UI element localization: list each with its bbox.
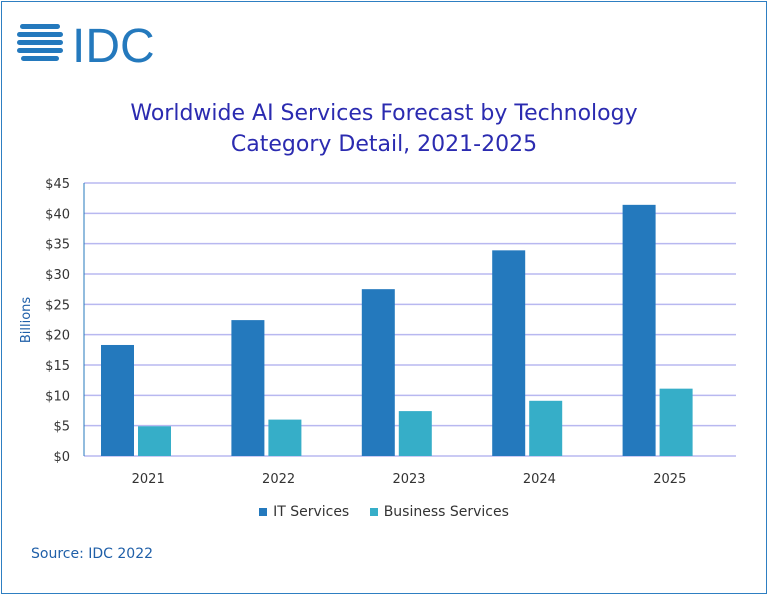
legend-item-it-services: IT Services bbox=[259, 504, 349, 520]
y-tick-label: $30 bbox=[45, 268, 70, 283]
bar-business-services-2022 bbox=[268, 419, 302, 456]
bar-it-services-2023 bbox=[361, 289, 395, 456]
y-tick-label: $20 bbox=[45, 329, 70, 344]
y-axis-label: Billions bbox=[19, 297, 34, 344]
title-line-2: Category Detail, 2021-2025 bbox=[230, 132, 538, 157]
y-tick-label: $45 bbox=[45, 177, 70, 192]
x-tick-label: 2021 bbox=[132, 472, 165, 487]
y-tick-label: $0 bbox=[53, 450, 70, 465]
legend-item-business-services: Business Services bbox=[369, 504, 509, 520]
legend-label: IT Services bbox=[273, 504, 350, 520]
bar-it-services-2025 bbox=[622, 204, 656, 456]
legend-label: Business Services bbox=[383, 504, 509, 520]
svg-text:IDC: IDC bbox=[72, 20, 155, 70]
source-note: Source: IDC 2022 bbox=[31, 546, 154, 562]
y-tick-label: $35 bbox=[45, 238, 70, 253]
bar-business-services-2023 bbox=[398, 411, 432, 456]
y-tick-label: $5 bbox=[53, 420, 70, 435]
legend: IT Services Business Services bbox=[0, 504, 768, 520]
y-tick-label: $25 bbox=[45, 298, 70, 313]
bar-business-services-2025 bbox=[659, 388, 693, 456]
x-tick-label: 2025 bbox=[653, 472, 686, 487]
bar-business-services-2024 bbox=[529, 400, 563, 456]
bar-it-services-2022 bbox=[231, 320, 265, 456]
legend-swatch bbox=[369, 508, 378, 516]
x-tick-label: 2022 bbox=[262, 472, 295, 487]
y-tick-label: $40 bbox=[45, 207, 70, 222]
idc-logo: IDC bbox=[17, 20, 155, 70]
bar-it-services-2024 bbox=[492, 250, 526, 456]
chart-title: Worldwide AI Services Forecast by Techno… bbox=[0, 98, 768, 160]
bar-it-services-2021 bbox=[101, 344, 134, 456]
title-line-1: Worldwide AI Services Forecast by Techno… bbox=[130, 101, 638, 126]
y-tick-label: $15 bbox=[45, 359, 70, 374]
bar-business-services-2021 bbox=[138, 426, 171, 456]
legend-swatch bbox=[259, 508, 268, 516]
x-tick-label: 2023 bbox=[392, 472, 425, 487]
x-tick-label: 2024 bbox=[523, 472, 556, 487]
y-tick-label: $10 bbox=[45, 389, 70, 404]
